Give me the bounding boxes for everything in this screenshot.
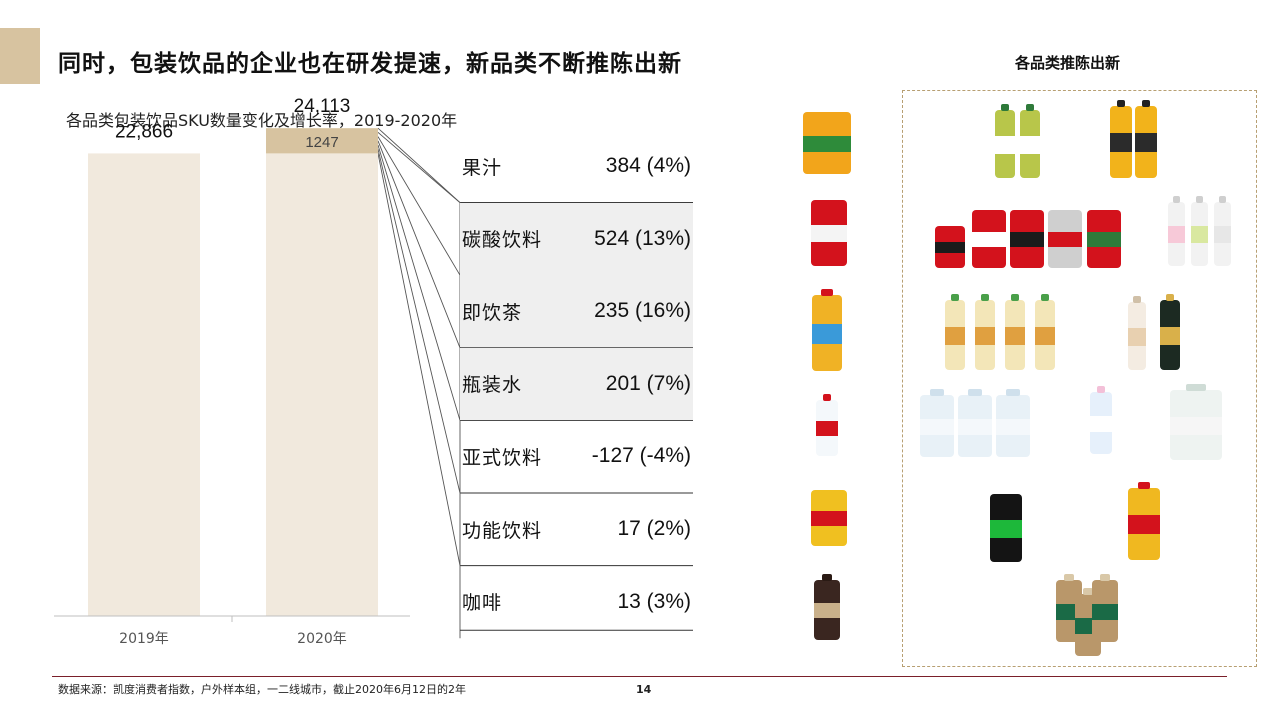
nfc-juice-bottle-image <box>1110 100 1132 178</box>
category-name: 果汁 <box>462 156 503 179</box>
total-label-2020: 24,113 <box>294 96 351 117</box>
category-row: 碳酸饮料 524 (13%) <box>460 202 693 275</box>
category-row: 果汁 384 (4%) <box>460 130 693 202</box>
category-name: 瓶装水 <box>462 374 523 397</box>
category-value: 384 (4%) <box>605 154 691 177</box>
water-jug-image <box>996 389 1030 457</box>
energy-drink-bottle-image <box>1128 482 1160 560</box>
x-tick-label-2020: 2020年 <box>297 631 347 647</box>
water-bottle-image <box>816 394 838 456</box>
category-row: 功能饮料 17 (2%) <box>460 493 693 565</box>
category-row: 即饮茶 235 (16%) <box>460 275 693 348</box>
green-tea-bottle-image <box>975 294 995 370</box>
iced-tea-bottle-image <box>812 289 842 371</box>
connector-line <box>377 144 461 493</box>
water-jug-image <box>958 389 992 457</box>
green-tea-bottle-image <box>1035 294 1055 370</box>
milk-tea-bottle-image <box>1128 296 1146 370</box>
premium-water-box-image <box>1170 384 1222 460</box>
category-name: 亚式饮料 <box>462 446 543 469</box>
category-name: 咖啡 <box>462 592 503 615</box>
category-name: 碳酸饮料 <box>462 229 543 252</box>
cola-variant-can-image <box>1010 210 1044 268</box>
green-tea-bottle-image <box>945 294 965 370</box>
increment-label: 1247 <box>305 134 338 151</box>
category-name: 功能饮料 <box>462 519 543 542</box>
connector-line <box>377 149 461 566</box>
category-row: 瓶装水 201 (7%) <box>460 347 693 420</box>
category-value: 17 (2%) <box>617 517 691 540</box>
category-name: 即饮茶 <box>462 301 523 324</box>
cola-variant-can-image <box>1087 210 1121 268</box>
kiwi-juice-bottle-image <box>995 104 1015 178</box>
category-value: 524 (13%) <box>594 226 691 250</box>
footer-divider <box>52 676 1227 677</box>
monster-can-image <box>990 494 1022 562</box>
products-section-title: 各品类推陈出新 <box>1015 54 1121 72</box>
cola-variant-can-image <box>1048 210 1082 268</box>
coffee-bottle-image <box>814 574 840 640</box>
connector-line <box>377 153 461 639</box>
category-row: 咖啡 13 (3%) <box>460 566 693 638</box>
sparkling-water-bottle-image <box>1214 196 1231 266</box>
nfc-juice-bottle-image <box>1135 100 1157 178</box>
green-tea-bottle-image <box>1005 294 1025 370</box>
energy-drink-can-image <box>811 490 847 546</box>
chart-title: 各品类包装饮品SKU数量变化及增长率，2019-2020年 <box>66 111 458 130</box>
category-value: 235 (16%) <box>594 299 691 323</box>
title-accent-block <box>0 28 40 84</box>
new-products-panel <box>902 90 1257 667</box>
category-value: 13 (3%) <box>617 589 691 613</box>
x-tick-label-2019: 2019年 <box>119 631 169 647</box>
total-label-2019: 22,866 <box>115 121 173 142</box>
category-value: -127 (-4%) <box>591 444 691 468</box>
bar-2020-increment <box>266 128 378 154</box>
cola-variant-can-image <box>972 210 1006 268</box>
dark-tea-bottle-image <box>1160 294 1180 370</box>
juice-carton-image <box>803 112 851 174</box>
water-jug-image <box>920 389 954 457</box>
slide-title: 同时，包装饮品的企业也在研发提速，新品类不断推陈出新 <box>58 51 682 77</box>
page-number: 14 <box>636 683 652 696</box>
mineral-water-bottle-image <box>1090 386 1112 454</box>
data-source-note: 数据来源：凯度消费者指数，户外样本组，一二线城市，截止2020年6月12日的2年 <box>58 683 466 696</box>
category-row: 亚式饮料 -127 (-4%) <box>460 420 693 492</box>
bar-2020-base <box>266 153 378 616</box>
bar-2019-base <box>88 153 200 616</box>
sparkling-water-bottle-image <box>1191 196 1208 266</box>
category-value: 201 (7%) <box>605 371 691 395</box>
sparkling-water-bottle-image <box>1168 196 1185 266</box>
cola-can-image <box>811 200 847 266</box>
kiwi-juice-bottle-image <box>1020 104 1040 178</box>
frappuccino-bottle-image <box>1092 574 1118 642</box>
cola-zero-can-image <box>935 226 965 268</box>
